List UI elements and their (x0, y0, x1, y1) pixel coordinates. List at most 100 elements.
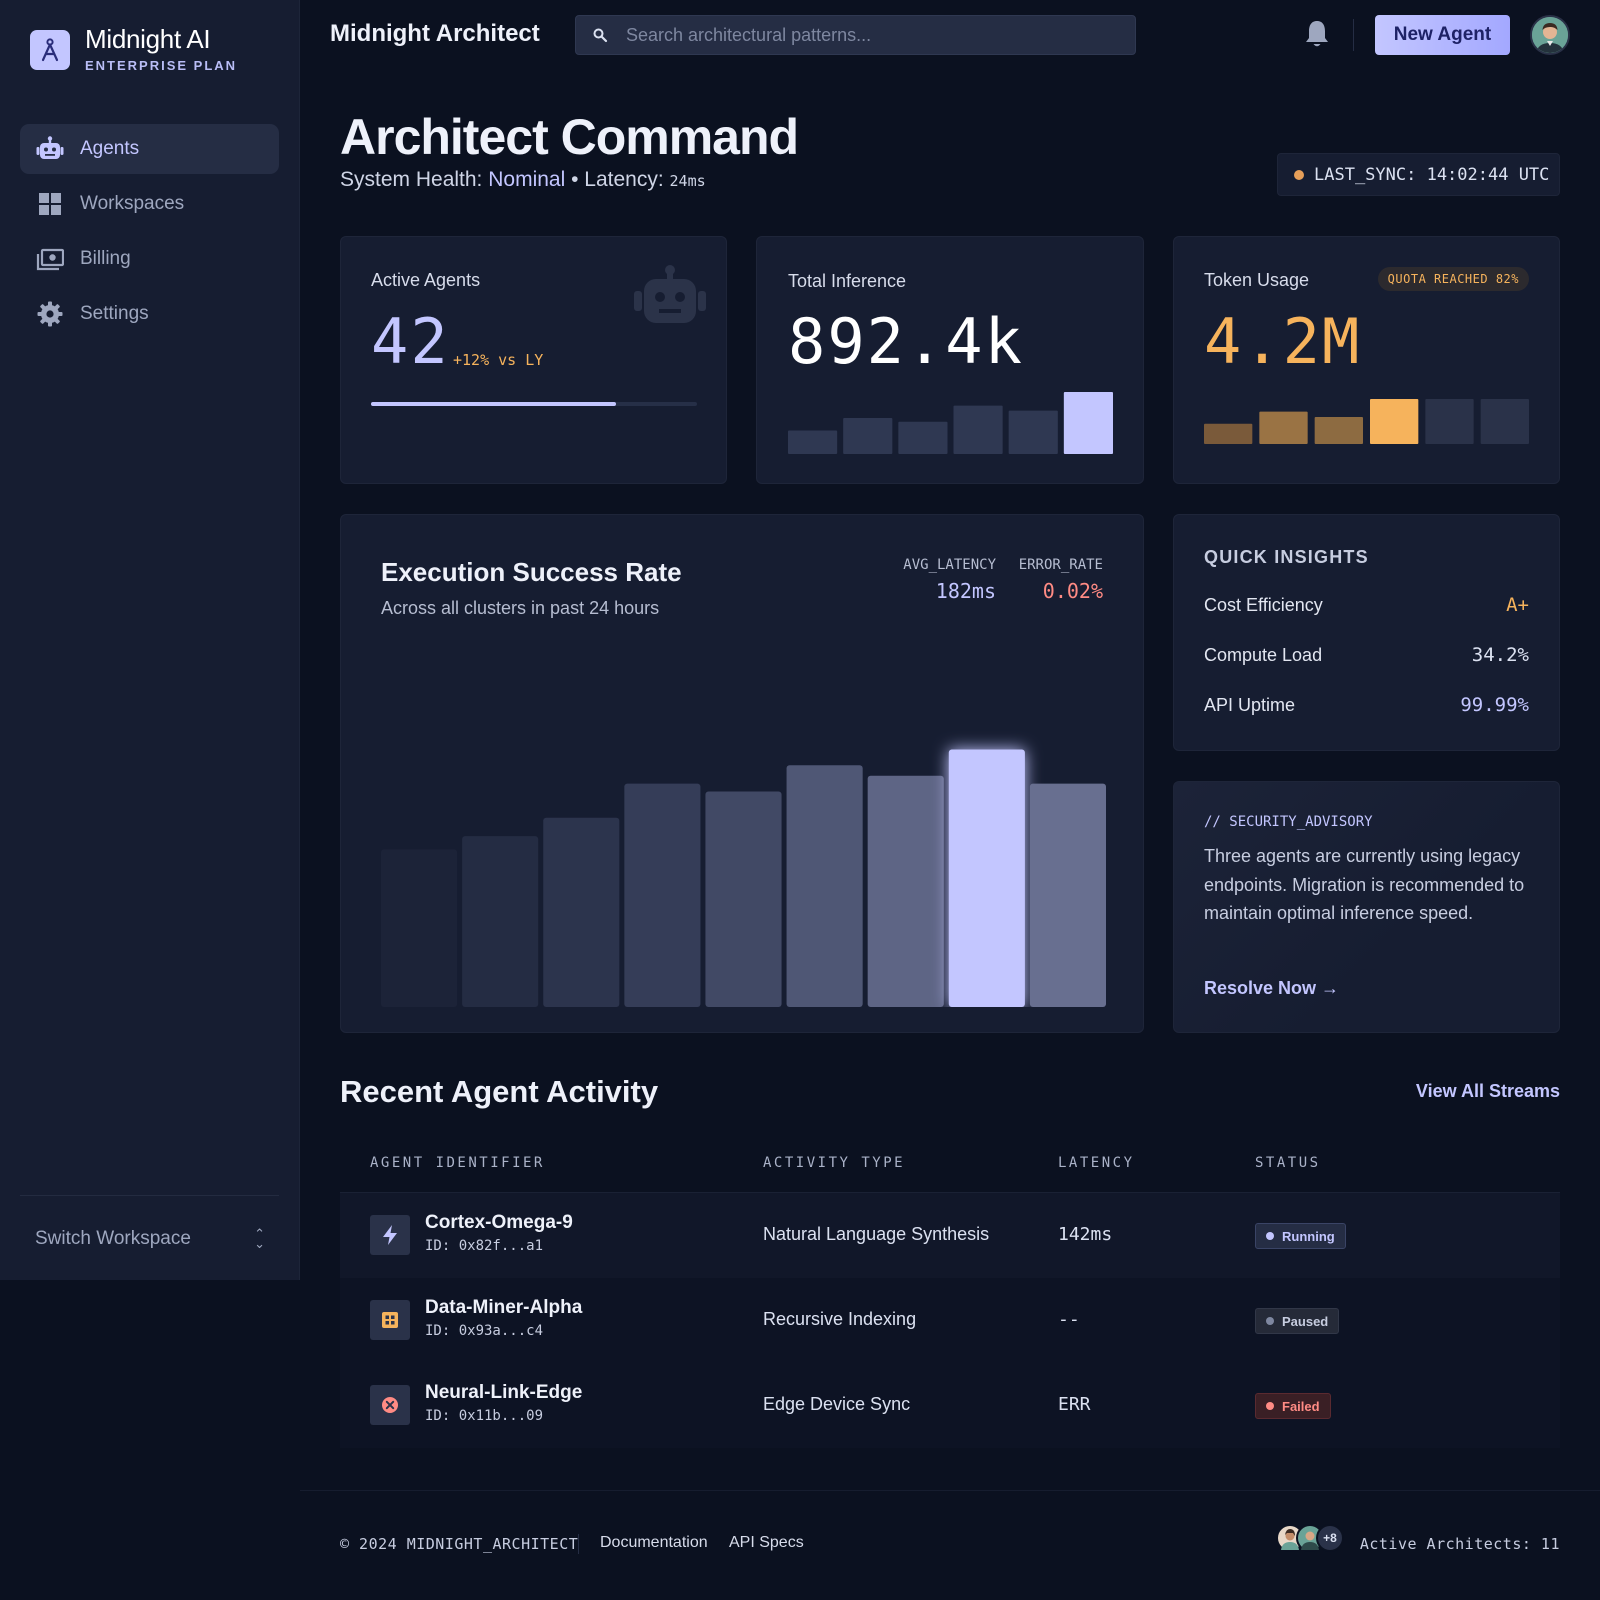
agent-name: Cortex-Omega-9 (425, 1212, 573, 1233)
switch-workspace-button[interactable]: Switch Workspace ⌃ ⌄ (20, 1195, 279, 1250)
activity-type: Natural Language Synthesis (763, 1224, 990, 1244)
success-rate-bar (786, 765, 863, 1007)
status-dot (1266, 1232, 1274, 1240)
trend-text: +12% vs LY (453, 351, 544, 369)
card-label: Token Usage (1204, 270, 1310, 290)
table-header: AGENT IDENTIFIER ACTIVITY TYPE LATENCY S… (340, 1133, 1560, 1193)
insight-value: 99.99% (1460, 694, 1529, 716)
status-badge: Running (1255, 1223, 1346, 1249)
table-row[interactable]: Neural-Link-Edge ID: 0x11b...09 Edge Dev… (340, 1363, 1560, 1448)
search-box[interactable] (575, 15, 1136, 55)
view-all-streams-link[interactable]: View All Streams (1415, 1081, 1560, 1101)
token-bar (1259, 411, 1308, 444)
status-badge: Paused (1255, 1308, 1340, 1334)
advisory-heading: // SECURITY_ADVISORY (1204, 814, 1373, 830)
agent-name: Neural-Link-Edge (425, 1382, 583, 1403)
token-mini-chart (1204, 399, 1529, 444)
inference-bar (953, 405, 1003, 454)
latency-label: • Latency: (571, 168, 664, 191)
agent-name: Data-Miner-Alpha (425, 1297, 583, 1318)
progress-fill (371, 402, 616, 406)
inference-bar (843, 418, 893, 454)
table-row[interactable]: Cortex-Omega-9 ID: 0x82f...a1 Natural La… (340, 1193, 1560, 1278)
api-specs-link[interactable]: API Specs (729, 1534, 804, 1551)
error-rate-label: ERROR_RATE (1018, 557, 1103, 573)
app-title: Midnight Architect (330, 20, 540, 47)
sync-status-dot (1294, 169, 1304, 180)
success-rate-bar (462, 836, 539, 1007)
agent-id: ID: 0x11b...09 (425, 1408, 544, 1424)
switch-workspace-label: Switch Workspace (35, 1228, 191, 1249)
insight-value: A+ (1506, 594, 1529, 616)
sidebar-item-billing[interactable]: Billing (20, 234, 279, 284)
section-title: Recent Agent Activity (340, 1074, 659, 1109)
sidebar: Midnight AI ENTERPRISE PLAN Agents (0, 0, 300, 1280)
insight-row-api-uptime: API Uptime 99.99% (1204, 694, 1529, 716)
latency-cell: -- (1058, 1309, 1080, 1330)
sidebar-item-label: Billing (80, 248, 131, 269)
quota-badge: QUOTA REACHED 82% (1377, 267, 1529, 291)
copyright: © 2024 MIDNIGHT_ARCHITECT (340, 1535, 579, 1553)
token-bar (1204, 423, 1253, 444)
user-avatar[interactable] (1530, 15, 1570, 55)
success-rate-bar (705, 791, 782, 1007)
grid-icon (39, 193, 61, 215)
status-text: Paused (1282, 1313, 1329, 1329)
chart-subtitle: Across all clusters in past 24 hours (381, 598, 660, 618)
success-rate-bar (624, 783, 701, 1007)
insight-label: API Uptime (1204, 694, 1296, 715)
sidebar-item-workspaces[interactable]: Workspaces (20, 179, 279, 229)
more-avatars-count[interactable]: +8 (1316, 1524, 1344, 1552)
success-rate-bar-chart (381, 749, 1106, 1007)
page-title: Architect Command (340, 109, 799, 165)
brand-plan: ENTERPRISE PLAN (85, 58, 238, 73)
latency-cell: ERR (1058, 1394, 1091, 1415)
gear-icon (37, 301, 63, 327)
table-row[interactable]: Data-Miner-Alpha ID: 0x93a...c4 Recursiv… (340, 1278, 1560, 1363)
brand-name: Midnight AI (85, 24, 211, 54)
activity-type: Edge Device Sync (763, 1394, 911, 1414)
inference-bar (788, 430, 838, 454)
health-status: Nominal (488, 168, 566, 191)
health-label: System Health: (340, 168, 483, 191)
search-input[interactable] (626, 24, 1106, 46)
bolt-icon (370, 1215, 410, 1255)
sidebar-item-agents[interactable]: Agents (20, 124, 279, 174)
search-icon (593, 28, 608, 43)
success-rate-bar (381, 849, 458, 1007)
last-sync-text: LAST_SYNC: 14:02:44 UTC (1314, 164, 1550, 185)
total-inference-value: 892.4k (788, 305, 1024, 378)
active-architects: Active Architects: 11 (1359, 1535, 1560, 1553)
inference-bar (1063, 392, 1113, 454)
bell-icon[interactable] (1303, 19, 1331, 49)
sidebar-item-settings[interactable]: Settings (20, 289, 279, 339)
sidebar-nav: Agents Workspaces Billing (20, 124, 279, 344)
token-bar (1370, 399, 1419, 444)
insights-title: QUICK INSIGHTS (1204, 547, 1369, 567)
token-bar (1314, 417, 1363, 444)
divider (1353, 19, 1354, 51)
column-header: STATUS (1255, 1155, 1321, 1171)
documentation-link[interactable]: Documentation (600, 1534, 708, 1551)
column-header: LATENCY (1058, 1155, 1135, 1171)
insight-row-compute-load: Compute Load 34.2% (1204, 644, 1529, 666)
architecture-logo-icon (30, 29, 70, 70)
status-dot (1266, 1402, 1274, 1410)
status-badge: Failed (1255, 1393, 1331, 1419)
inference-bar (898, 421, 948, 454)
latency-cell: 142ms (1058, 1224, 1113, 1245)
top-bar: Midnight Architect New Agent (300, 0, 1600, 70)
activity-table: AGENT IDENTIFIER ACTIVITY TYPE LATENCY S… (340, 1133, 1560, 1448)
resolve-now-link[interactable]: Resolve Now → (1204, 978, 1340, 998)
token-bar (1480, 399, 1529, 444)
system-health: System Health: Nominal • Latency: 24ms (340, 168, 706, 192)
brand[interactable]: Midnight AI ENTERPRISE PLAN (30, 26, 237, 73)
robot-icon (634, 265, 706, 323)
token-usage-card: Token Usage QUOTA REACHED 82% 4.2M (1173, 236, 1560, 484)
activity-type: Recursive Indexing (763, 1309, 917, 1329)
status-text: Failed (1282, 1398, 1320, 1414)
agent-id: ID: 0x82f...a1 (425, 1238, 544, 1254)
new-agent-button[interactable]: New Agent (1375, 15, 1510, 55)
quick-insights-card: QUICK INSIGHTS Cost Efficiency A+ Comput… (1173, 514, 1560, 751)
card-label: Total Inference (788, 271, 907, 291)
